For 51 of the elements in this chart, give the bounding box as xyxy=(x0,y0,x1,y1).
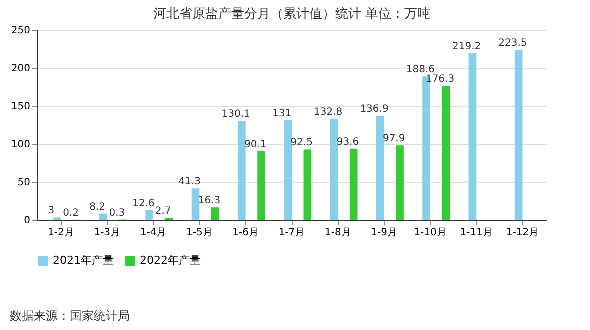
bar xyxy=(258,152,266,220)
bar xyxy=(468,53,477,220)
x-tick-label: 1-10月 xyxy=(414,228,447,238)
data-label: 188.6 xyxy=(406,64,435,76)
x-tick-label: 1-4月 xyxy=(140,228,167,238)
data-label: 3 xyxy=(48,206,55,217)
y-tick-label: 100 xyxy=(11,140,30,150)
source-note: 数据来源：国家统计局 xyxy=(10,308,130,325)
chart-title: 河北省原盐产量分月（累计值）统计 单位：万吨 xyxy=(153,7,431,22)
data-label: 131 xyxy=(272,108,292,120)
data-label: 41.3 xyxy=(178,176,202,188)
bar xyxy=(284,120,292,220)
y-tick-label: 250 xyxy=(11,26,30,36)
bar xyxy=(376,116,384,220)
x-tick-label: 1-3月 xyxy=(94,228,121,238)
legend-label: 2022年产量 xyxy=(140,254,201,267)
legend-label: 2021年产量 xyxy=(53,254,114,267)
bar xyxy=(238,121,246,220)
data-label: 2.7 xyxy=(155,206,172,217)
bar xyxy=(211,208,220,220)
y-tick-label: 200 xyxy=(11,64,30,74)
y-tick-label: 150 xyxy=(11,102,30,112)
x-tick-label: 1-6月 xyxy=(232,228,260,238)
bar xyxy=(442,86,450,220)
x-tick-label: 1-11月 xyxy=(460,228,493,238)
x-tick-label: 1-8月 xyxy=(324,228,352,238)
y-tick-label: 50 xyxy=(18,178,30,188)
data-label: 16.3 xyxy=(198,196,221,207)
data-label: 136.9 xyxy=(360,104,389,115)
x-tick-label: 1-9月 xyxy=(371,228,398,238)
bar xyxy=(146,210,154,220)
bar xyxy=(514,50,523,220)
y-tick-label: 0 xyxy=(24,216,30,226)
x-tick-label: 1-12月 xyxy=(506,228,540,238)
data-label: 0.3 xyxy=(109,208,126,219)
bar xyxy=(330,119,338,220)
bar xyxy=(396,146,404,220)
x-tick-label: 1-2月 xyxy=(48,228,74,238)
data-label: 132.8 xyxy=(314,107,343,118)
x-tick-label: 1-5月 xyxy=(186,228,213,238)
data-label: 130.1 xyxy=(222,109,250,120)
data-label: 12.6 xyxy=(132,198,155,210)
data-label: 8.2 xyxy=(90,202,106,213)
data-label: 223.5 xyxy=(498,38,528,50)
bar xyxy=(100,214,108,220)
data-label: 219.2 xyxy=(452,41,482,52)
x-tick-label: 1-7月 xyxy=(278,228,306,238)
data-label: 0.2 xyxy=(63,208,79,219)
bar xyxy=(350,148,358,220)
bar xyxy=(304,150,312,220)
bar xyxy=(192,188,200,220)
